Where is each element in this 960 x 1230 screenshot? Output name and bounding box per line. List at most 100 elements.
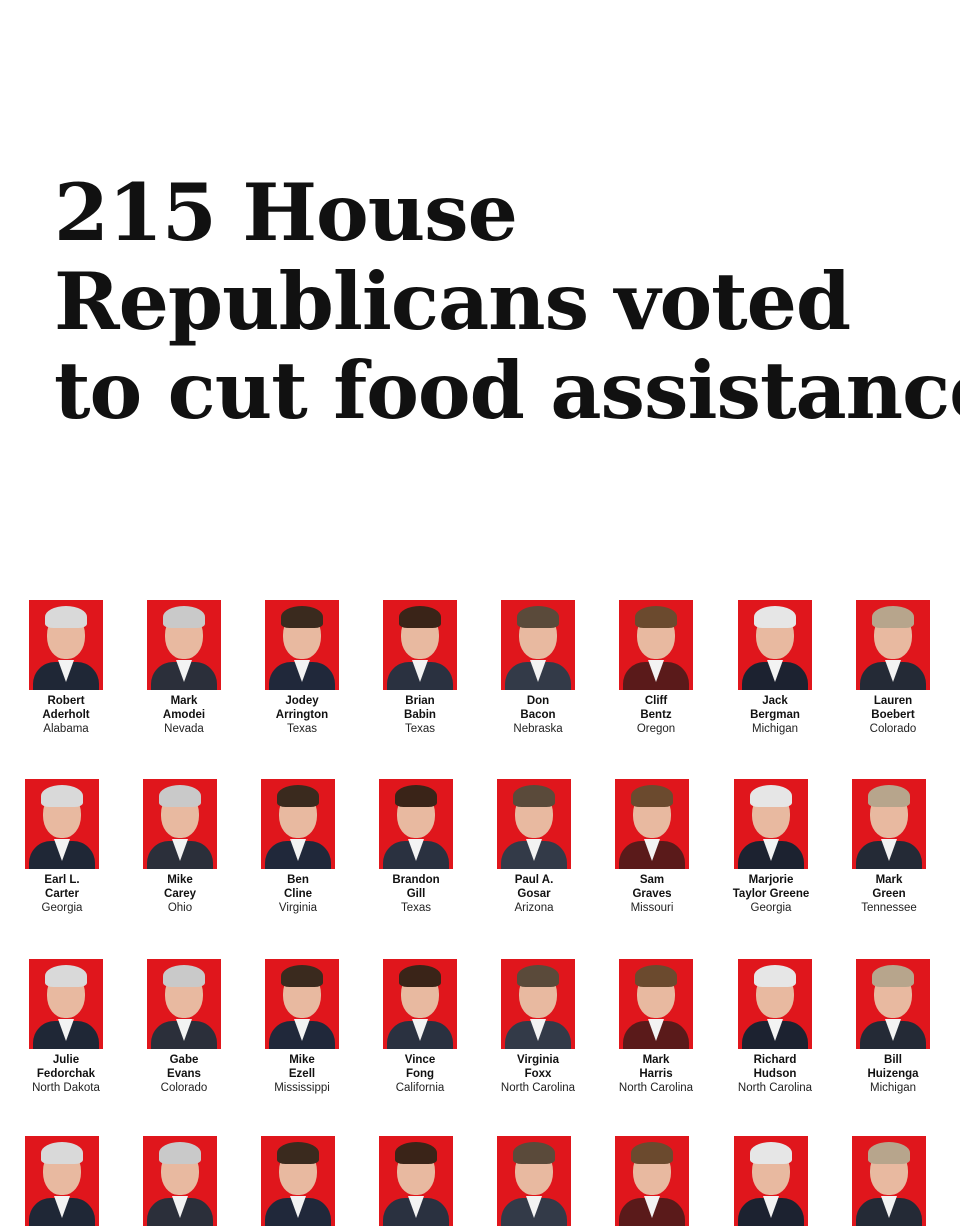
member-first-name: Jack <box>762 695 788 707</box>
member-card: Vince Fong California <box>360 959 480 1095</box>
member-card <box>120 1136 240 1230</box>
member-photo <box>615 779 689 869</box>
member-state: Texas <box>400 902 432 914</box>
member-photo <box>738 600 812 690</box>
member-last-name: Gosar <box>517 888 551 900</box>
member-first-name: Marjorie <box>748 874 794 886</box>
member-first-name: Mark <box>170 695 198 707</box>
member-photo <box>856 600 930 690</box>
member-card: Marjorie Taylor Greene Georgia <box>711 779 831 915</box>
headline-line: Republicans voted <box>54 255 851 348</box>
member-card: Lauren Boebert Colorado <box>833 600 953 736</box>
member-state: Texas <box>404 723 436 735</box>
member-first-name: Richard <box>753 1054 797 1066</box>
member-state: North Carolina <box>737 1082 813 1094</box>
member-card: Gabe Evans Colorado <box>124 959 244 1095</box>
member-first-name: Brian <box>405 695 435 707</box>
member-state: Mississippi <box>274 1082 330 1094</box>
member-card: Jack Bergman Michigan <box>715 600 835 736</box>
member-card: Paul A. Gosar Arizona <box>474 779 594 915</box>
member-first-name: Cliff <box>644 695 668 707</box>
member-photo <box>619 600 693 690</box>
member-first-name: Bill <box>884 1054 902 1066</box>
member-photo <box>25 1136 99 1226</box>
member-state: Colorado <box>160 1082 208 1094</box>
member-state: Missouri <box>630 902 674 914</box>
headline-line: 215 House <box>54 166 518 259</box>
member-photo <box>497 779 571 869</box>
member-photo <box>379 1136 453 1226</box>
member-last-name: Harris <box>639 1068 673 1080</box>
member-last-name: Arrington <box>275 709 329 721</box>
member-photo <box>261 1136 335 1226</box>
member-photo <box>147 959 221 1049</box>
member-card: Mark Green Tennessee <box>829 779 949 915</box>
member-first-name: Vince <box>404 1054 436 1066</box>
member-last-name: Evans <box>167 1068 201 1080</box>
member-photo <box>852 1136 926 1226</box>
member-photo <box>738 959 812 1049</box>
member-card <box>474 1136 594 1230</box>
member-last-name: Amodei <box>162 709 206 721</box>
member-state: Michigan <box>751 723 799 735</box>
member-state: Nevada <box>164 723 204 735</box>
member-first-name: Sam <box>639 874 665 886</box>
member-last-name: Babin <box>404 709 436 721</box>
member-last-name: Bentz <box>640 709 672 721</box>
member-last-name: Huizenga <box>867 1068 919 1080</box>
member-state: Virginia <box>278 902 318 914</box>
member-card <box>711 1136 831 1230</box>
member-first-name: Mark <box>642 1054 670 1066</box>
member-state: Georgia <box>41 902 83 914</box>
member-photo <box>379 779 453 869</box>
member-card <box>829 1136 949 1230</box>
member-state: Arizona <box>514 902 554 914</box>
member-state: Nebraska <box>513 723 563 735</box>
member-card <box>2 1136 122 1230</box>
member-last-name: Bacon <box>520 709 556 721</box>
member-card: Robert Aderholt Alabama <box>6 600 126 736</box>
member-photo <box>265 959 339 1049</box>
member-card: Ben Cline Virginia <box>238 779 358 915</box>
member-photo <box>261 779 335 869</box>
member-last-name: Aderholt <box>42 709 90 721</box>
member-photo <box>147 600 221 690</box>
member-card: Don Bacon Nebraska <box>478 600 598 736</box>
member-first-name: Mike <box>167 874 193 886</box>
member-first-name: Robert <box>47 695 85 707</box>
member-photo <box>619 959 693 1049</box>
member-photo <box>501 600 575 690</box>
member-last-name: Carter <box>45 888 79 900</box>
member-first-name: Lauren <box>873 695 913 707</box>
member-photo <box>501 959 575 1049</box>
member-card: Earl L. Carter Georgia <box>2 779 122 915</box>
member-state: Alabama <box>43 723 89 735</box>
member-grid: Robert Aderholt Alabama Mark Amodei Nevada Jod… <box>2 600 953 1226</box>
member-state: North Carolina <box>618 1082 694 1094</box>
member-state: Texas <box>286 723 318 735</box>
member-first-name: Earl L. <box>44 874 80 886</box>
member-last-name: Boebert <box>871 709 915 721</box>
member-first-name: Don <box>526 695 550 707</box>
member-photo <box>852 779 926 869</box>
member-card: Jodey Arrington Texas <box>242 600 362 736</box>
headline-line: to cut food assistance <box>54 344 960 437</box>
member-first-name: Brandon <box>392 874 440 886</box>
member-state: Michigan <box>869 1082 917 1094</box>
member-last-name: Foxx <box>524 1068 552 1080</box>
member-card: Virginia Foxx North Carolina <box>478 959 598 1095</box>
member-photo <box>734 779 808 869</box>
member-card: Sam Graves Missouri <box>592 779 712 915</box>
member-photo <box>265 600 339 690</box>
member-state: Oregon <box>636 723 676 735</box>
member-card: Mark Amodei Nevada <box>124 600 244 736</box>
member-card: Brandon Gill Texas <box>356 779 476 915</box>
member-card <box>238 1136 358 1230</box>
member-photo <box>615 1136 689 1226</box>
member-card: Bill Huizenga Michigan <box>833 959 953 1095</box>
member-first-name: Gabe <box>169 1054 199 1066</box>
member-photo <box>383 600 457 690</box>
member-state: Georgia <box>750 902 792 914</box>
member-photo <box>25 779 99 869</box>
member-card <box>356 1136 476 1230</box>
